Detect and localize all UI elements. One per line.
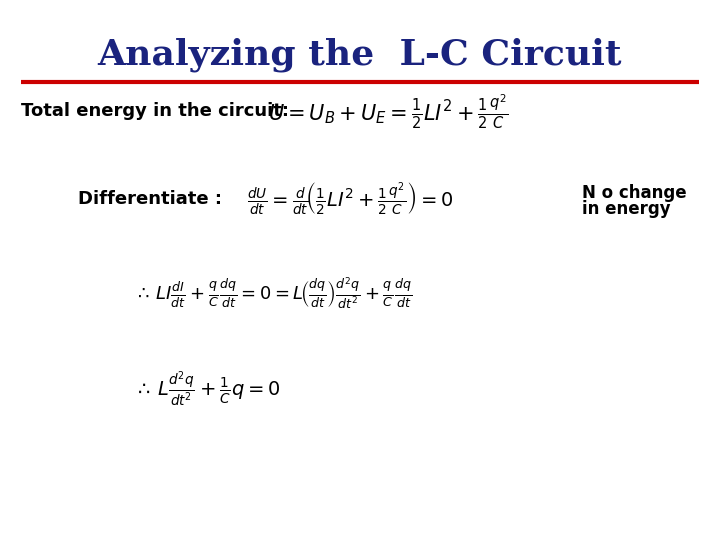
Text: $\therefore\, LI\frac{dI}{dt} + \frac{q}{C}\frac{dq}{dt} = 0 = L\!\left(\frac{dq: $\therefore\, LI\frac{dI}{dt} + \frac{q}… bbox=[134, 276, 413, 312]
Text: Total energy in the circuit:: Total energy in the circuit: bbox=[22, 102, 289, 120]
Text: in energy: in energy bbox=[582, 200, 671, 218]
Text: Analyzing the  L-C Circuit: Analyzing the L-C Circuit bbox=[98, 37, 622, 72]
Text: $\therefore\, L\frac{d^2q}{dt^2} + \frac{1}{C}q = 0$: $\therefore\, L\frac{d^2q}{dt^2} + \frac… bbox=[134, 369, 281, 409]
Text: N o change: N o change bbox=[582, 184, 687, 202]
Text: $U = U_B + U_E = \frac{1}{2}LI^2 + \frac{1}{2}\frac{q^2}{C}$: $U = U_B + U_E = \frac{1}{2}LI^2 + \frac… bbox=[269, 92, 509, 131]
Text: $\frac{dU}{dt} = \frac{d}{dt}\!\left(\frac{1}{2}LI^2 + \frac{1}{2}\frac{q^2}{C}\: $\frac{dU}{dt} = \frac{d}{dt}\!\left(\fr… bbox=[247, 180, 454, 217]
Text: Differentiate :: Differentiate : bbox=[78, 190, 222, 207]
